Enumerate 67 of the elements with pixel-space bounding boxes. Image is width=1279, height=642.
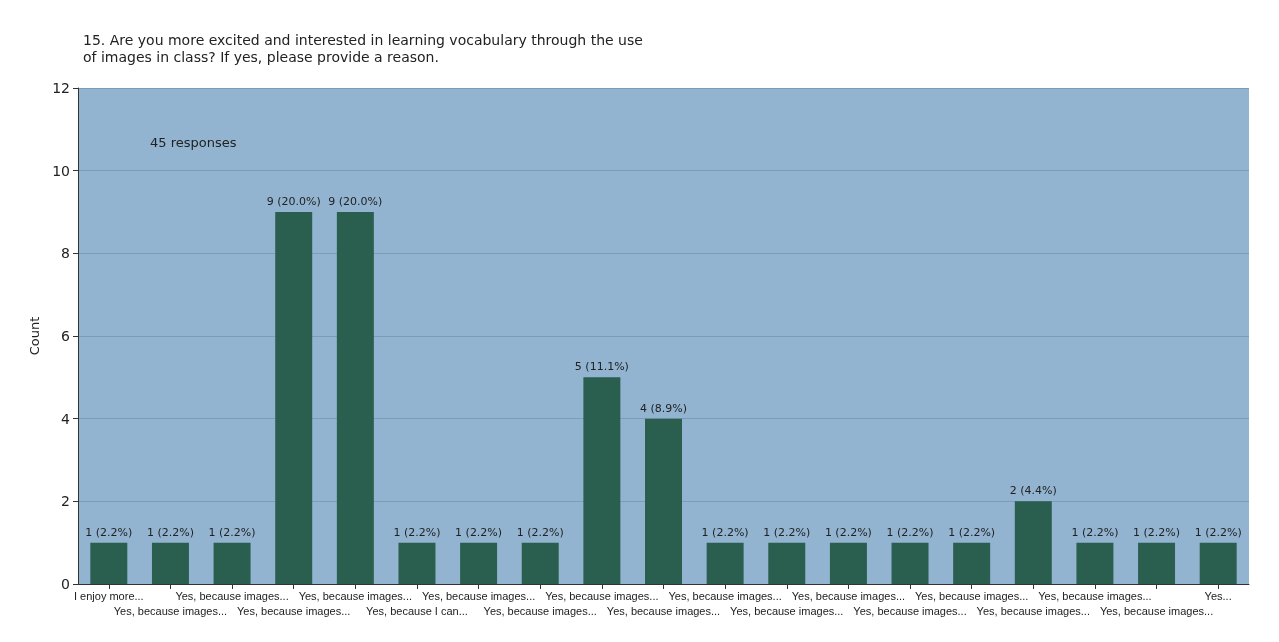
x-tick-label: Yes, because images... xyxy=(298,589,413,602)
data-label: 1 (2.2%) xyxy=(1133,525,1181,539)
bar xyxy=(336,212,374,584)
data-label: 9 (20.0%) xyxy=(266,195,321,208)
data-label: 1 (2.2%) xyxy=(948,525,996,539)
data-label: 1 (2.2%) xyxy=(1194,525,1242,539)
x-tick-label: Yes, because images... xyxy=(483,604,597,617)
data-label: 1 (2.2%) xyxy=(1071,525,1119,539)
bar xyxy=(1076,542,1114,584)
data-label: 1 (2.2%) xyxy=(824,525,872,539)
bar xyxy=(1014,501,1052,584)
bar xyxy=(90,542,128,584)
x-tick-label: Yes, because I can... xyxy=(366,604,468,617)
data-label: 4 (8.9%) xyxy=(639,401,688,415)
x-tick-label: Yes, because images... xyxy=(545,589,659,602)
data-label: 1 (2.2%) xyxy=(701,525,749,539)
data-label: 1 (2.2%) xyxy=(516,525,564,539)
x-tick-label: Yes, because images... xyxy=(791,589,906,602)
x-tick-label: Yes, because images... xyxy=(1099,604,1214,617)
data-label: 2 (4.4%) xyxy=(1009,484,1057,498)
data-label: 5 (11.1%) xyxy=(574,360,629,374)
chart-title: 15. Are you more excited and interested in learning vocabulary through the use of images in class? If yes, please provide a reason. xyxy=(83,31,643,65)
data-label: 1 (2.2%) xyxy=(393,525,441,539)
y-tick-label: 4 xyxy=(61,410,71,427)
y-tick-label: 0 xyxy=(61,576,70,592)
bar xyxy=(1138,542,1176,584)
y-tick-label: 10 xyxy=(52,162,70,179)
x-tick-label: Yes, because images... xyxy=(668,589,782,602)
x-tick-label: Yes, because images... xyxy=(853,604,967,617)
x-tick-label: Yes, because images... xyxy=(914,589,1029,602)
data-label: 1 (2.2%) xyxy=(146,525,194,539)
bar xyxy=(829,542,867,584)
bar xyxy=(521,542,559,584)
data-label: 9 (20.0%) xyxy=(328,195,383,208)
data-label: 1 (2.2%) xyxy=(85,525,133,539)
bar xyxy=(706,542,744,584)
x-tick-label: Yes, because images... xyxy=(113,604,228,617)
bar xyxy=(768,542,806,584)
x-tick-label: Yes, because images... xyxy=(1038,589,1152,602)
bar xyxy=(398,542,436,584)
x-tick-label: Yes, because images... xyxy=(421,589,536,602)
bar xyxy=(583,377,621,584)
x-tick-label: Yes, because images... xyxy=(606,604,721,617)
bar xyxy=(645,418,682,584)
bar xyxy=(151,542,189,584)
y-axis-title: Count xyxy=(27,316,43,356)
x-tick-label: Yes, because images... xyxy=(175,589,289,602)
x-tick-label: Yes, because images... xyxy=(976,604,1090,617)
bar xyxy=(213,542,251,584)
x-tick-label: I enjoy more... xyxy=(73,589,144,602)
y-tick-label: 8 xyxy=(61,245,70,262)
data-label: 1 (2.2%) xyxy=(208,525,256,539)
x-tick-label: Yes, because images... xyxy=(730,604,844,617)
bar xyxy=(953,542,991,584)
data-label: 1 (2.2%) xyxy=(886,525,934,539)
bar xyxy=(1199,542,1237,584)
x-tick-label: Yes... xyxy=(1204,589,1232,602)
data-label: 1 (2.2%) xyxy=(763,525,811,539)
bar xyxy=(275,212,313,584)
annotation: 45 responses xyxy=(150,135,237,150)
x-tick-label: Yes, because images... xyxy=(237,604,351,617)
y-tick-label: 6 xyxy=(61,328,71,344)
bar xyxy=(460,542,498,584)
data-label: 1 (2.2%) xyxy=(455,525,503,539)
bar xyxy=(891,542,929,584)
y-tick-label: 2 xyxy=(61,493,70,510)
y-tick-label: 12 xyxy=(52,80,70,96)
